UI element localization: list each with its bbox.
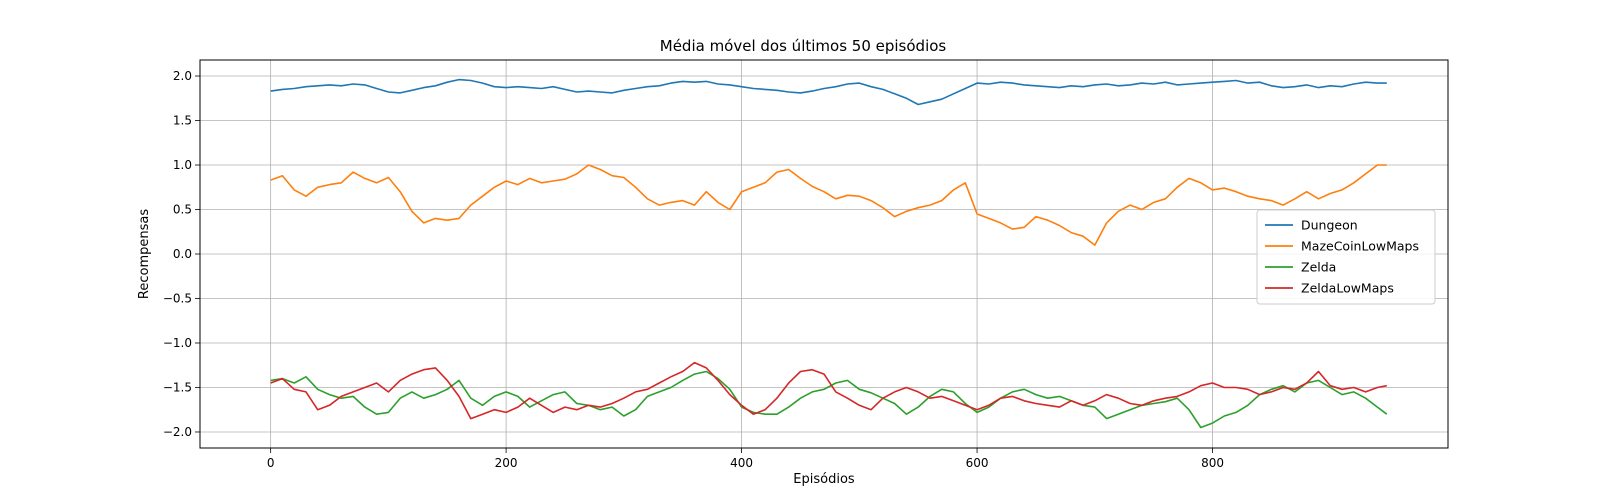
x-tick-label: 0 [267, 456, 275, 470]
x-tick-label: 400 [730, 456, 753, 470]
legend-label: ZeldaLowMaps [1301, 281, 1394, 296]
x-tick-label: 600 [966, 456, 989, 470]
x-axis-label: Episódios [793, 472, 855, 487]
series-line-mazecoinlowmaps [270, 164, 1387, 246]
y-tick-label: 1.0 [173, 158, 192, 172]
legend: Dungeon MazeCoinLowMaps Zelda ZeldaLowMaps [1256, 209, 1436, 305]
y-tick-label: −1.0 [163, 336, 192, 350]
legend-label: Dungeon [1301, 218, 1358, 233]
legend-label: Zelda [1301, 260, 1336, 275]
y-axis-ticks: 2.0 1.5 1.0 0.5 0.0 −0.5 −1.0 −1.5 −2.0 [163, 69, 200, 439]
y-tick-label: −1.5 [163, 380, 192, 394]
series-lines [270, 78, 1388, 429]
series-line-zeldalowmaps [270, 361, 1387, 420]
series-line-zelda [270, 370, 1388, 429]
chart-title: Média móvel dos últimos 50 episódios [660, 37, 947, 55]
y-tick-label: −2.0 [163, 425, 192, 439]
y-tick-label: 1.5 [173, 114, 192, 128]
y-tick-label: 2.0 [173, 69, 192, 83]
y-axis-label: Recompensas [137, 209, 152, 299]
y-tick-label: 0.5 [173, 203, 192, 217]
legend-box [1256, 209, 1436, 305]
series-line-dungeon [270, 78, 1387, 106]
x-tick-label: 200 [495, 456, 518, 470]
y-tick-label: 0.0 [173, 247, 192, 261]
y-tick-label: −0.5 [163, 291, 192, 305]
x-axis-ticks: 0 200 400 600 800 [267, 448, 1224, 470]
legend-label: MazeCoinLowMaps [1301, 239, 1419, 254]
x-tick-label: 800 [1201, 456, 1224, 470]
